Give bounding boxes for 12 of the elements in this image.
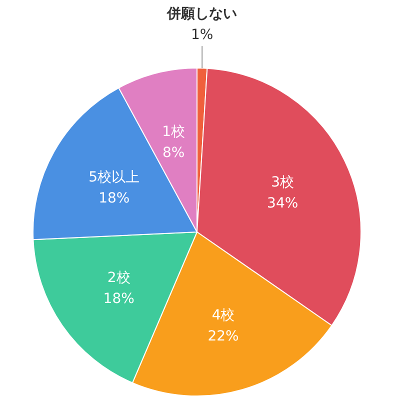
data-label: 18% [98,190,130,206]
data-label: 1% [190,27,214,44]
slice-label: 2校 [107,270,130,286]
data-label: 34% [267,196,298,212]
slice-label: 5校以上 [88,169,140,186]
data-label: 18% [103,291,134,308]
slice-label: 4校 [212,307,235,324]
data-label: 8% [162,144,185,161]
data-label: 22% [208,328,239,344]
slice-label: 3校 [271,174,294,191]
slice-label: 併願しない [166,6,238,22]
slice-label: 1校 [162,124,186,140]
